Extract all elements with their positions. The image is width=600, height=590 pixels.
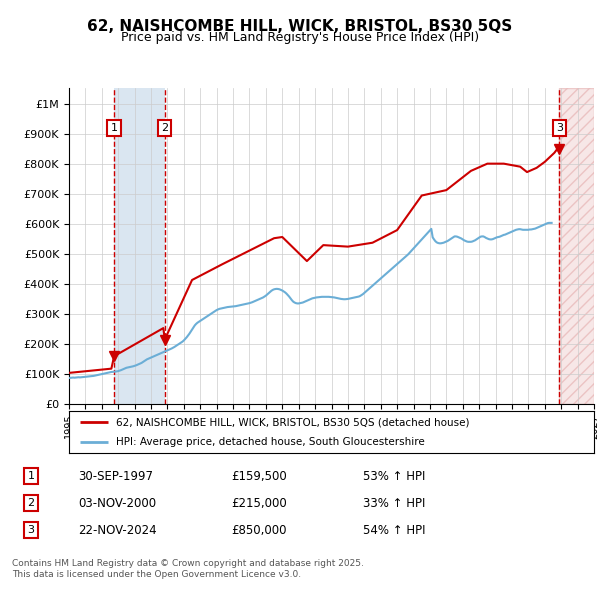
Text: 2: 2 bbox=[161, 123, 169, 133]
Text: 62, NAISHCOMBE HILL, WICK, BRISTOL, BS30 5QS: 62, NAISHCOMBE HILL, WICK, BRISTOL, BS30… bbox=[88, 19, 512, 34]
Text: £850,000: £850,000 bbox=[231, 523, 286, 536]
Text: 03-NOV-2000: 03-NOV-2000 bbox=[78, 497, 157, 510]
Text: £215,000: £215,000 bbox=[231, 497, 287, 510]
Text: HPI: Average price, detached house, South Gloucestershire: HPI: Average price, detached house, Sout… bbox=[116, 437, 425, 447]
Bar bbox=[114, 88, 165, 404]
Text: 62, NAISHCOMBE HILL, WICK, BRISTOL, BS30 5QS (detached house): 62, NAISHCOMBE HILL, WICK, BRISTOL, BS30… bbox=[116, 417, 470, 427]
Text: 30-SEP-1997: 30-SEP-1997 bbox=[78, 470, 153, 483]
Text: 3: 3 bbox=[556, 123, 563, 133]
Text: Price paid vs. HM Land Registry's House Price Index (HPI): Price paid vs. HM Land Registry's House … bbox=[121, 31, 479, 44]
Text: 3: 3 bbox=[28, 525, 35, 535]
Text: 1: 1 bbox=[110, 123, 118, 133]
Text: 33% ↑ HPI: 33% ↑ HPI bbox=[364, 497, 426, 510]
Text: 53% ↑ HPI: 53% ↑ HPI bbox=[364, 470, 426, 483]
Text: 2: 2 bbox=[28, 498, 35, 508]
Text: 54% ↑ HPI: 54% ↑ HPI bbox=[364, 523, 426, 536]
Text: Contains HM Land Registry data © Crown copyright and database right 2025.
This d: Contains HM Land Registry data © Crown c… bbox=[12, 559, 364, 579]
Text: 22-NOV-2024: 22-NOV-2024 bbox=[78, 523, 157, 536]
Text: 1: 1 bbox=[28, 471, 35, 481]
Text: £159,500: £159,500 bbox=[231, 470, 287, 483]
Bar bbox=[559, 88, 594, 404]
